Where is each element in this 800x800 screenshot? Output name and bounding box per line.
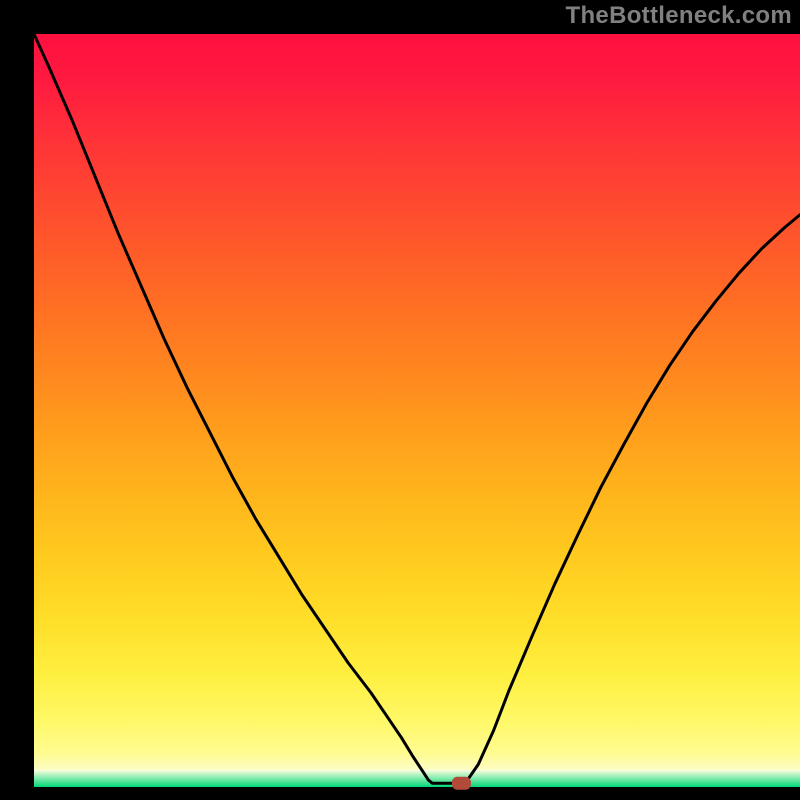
watermark-label: TheBottleneck.com (566, 2, 792, 30)
chart-container: TheBottleneck.com (0, 0, 800, 800)
green-band (34, 770, 800, 787)
plot-background (34, 34, 800, 787)
minimum-marker (452, 777, 470, 789)
bottleneck-chart (0, 0, 800, 800)
